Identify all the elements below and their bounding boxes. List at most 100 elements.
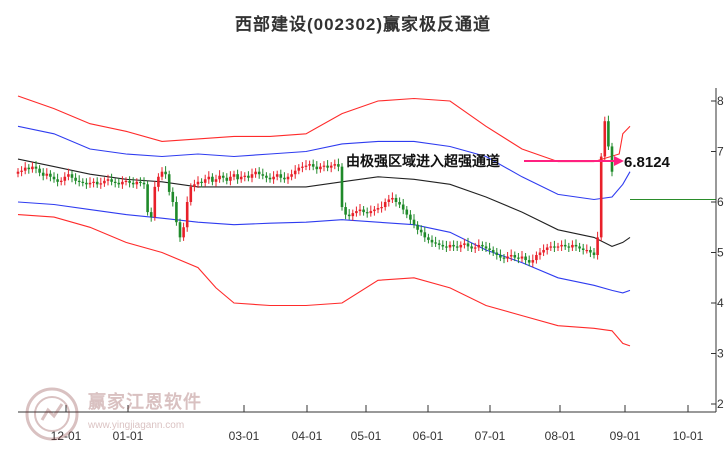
candle-body	[207, 176, 211, 180]
candle-body	[340, 166, 344, 208]
candle-body	[589, 249, 592, 253]
candle-body	[121, 181, 124, 185]
candle-body	[171, 191, 175, 202]
candle-body	[301, 166, 304, 168]
candle-body	[283, 177, 286, 180]
candle-body	[545, 247, 549, 250]
candle-body	[52, 176, 56, 180]
band-middle	[17, 158, 631, 247]
candle-body	[250, 174, 254, 178]
annotation-text: 由极强区域进入超强通道	[346, 153, 500, 169]
band-inner-lower	[17, 201, 631, 294]
candle-body	[520, 256, 524, 259]
candle-body	[355, 211, 358, 214]
candle-body	[265, 175, 268, 178]
candle-body	[67, 174, 70, 177]
candle-body	[185, 202, 189, 228]
candle-body	[193, 184, 196, 187]
candle-body	[380, 207, 383, 209]
candle-body	[527, 260, 531, 263]
y-tick-label: 7	[717, 145, 724, 159]
candle-body	[99, 183, 103, 185]
candle-body	[603, 121, 607, 157]
candle-body	[167, 174, 171, 192]
candle-body	[499, 255, 502, 258]
candle-body	[272, 176, 275, 180]
candle-body	[502, 257, 506, 259]
candle-body	[560, 244, 563, 247]
candle-body	[142, 182, 146, 185]
x-tick-label: 09-01	[610, 429, 641, 443]
watermark-name: 赢家江恩软件	[88, 392, 202, 412]
candle-body	[139, 181, 142, 183]
candle-body	[85, 182, 88, 185]
candle-body	[214, 179, 218, 182]
candle-body	[563, 244, 567, 247]
candle-body	[203, 179, 207, 183]
candle-body	[592, 252, 596, 256]
candle-body	[326, 165, 329, 168]
y-tick-label: 5	[717, 246, 724, 260]
candle-body	[279, 174, 283, 178]
candle-body	[391, 197, 394, 200]
candle-body	[535, 255, 538, 261]
candle-body	[200, 181, 203, 183]
candle-body	[495, 252, 499, 256]
candle-body	[135, 181, 139, 185]
candle-body	[452, 244, 455, 247]
candle-body	[398, 202, 401, 205]
candle-body	[113, 181, 117, 183]
x-tick-label: 06-01	[413, 429, 444, 443]
candle-body	[232, 174, 236, 177]
candle-body	[229, 176, 232, 181]
candle-body	[358, 209, 362, 212]
candle-body	[581, 248, 585, 250]
candle-body	[477, 244, 481, 248]
candle-body	[423, 232, 427, 238]
candle-body	[333, 164, 337, 166]
x-tick-label: 05-01	[351, 429, 382, 443]
candle-body	[488, 248, 491, 250]
candle-body	[344, 207, 347, 215]
candle-body	[225, 177, 229, 181]
candle-body	[146, 184, 149, 213]
candle-body	[373, 209, 376, 212]
candle-body	[409, 214, 412, 220]
candle-body	[376, 208, 380, 210]
candle-body	[257, 171, 261, 175]
candle-body	[38, 168, 41, 173]
candle-body	[556, 246, 560, 248]
candle-body	[473, 247, 477, 249]
candle-body	[531, 260, 535, 263]
candle-body	[49, 173, 52, 177]
candle-body	[160, 171, 164, 177]
candles	[16, 115, 614, 268]
candle-body	[70, 174, 74, 178]
candle-body	[157, 176, 160, 187]
candle-body	[441, 244, 445, 247]
candle-body	[347, 214, 351, 217]
candle-body	[311, 164, 315, 167]
candle-body	[27, 167, 31, 170]
candle-body	[268, 177, 272, 180]
candle-body	[178, 222, 182, 238]
candle-body	[553, 246, 556, 248]
candle-body	[81, 181, 85, 183]
candle-body	[297, 167, 301, 171]
candle-body	[365, 212, 369, 214]
candle-body	[416, 224, 419, 230]
candle-body	[542, 249, 545, 253]
y-tick-label: 4	[717, 296, 724, 310]
candle-body	[430, 239, 434, 243]
candle-body	[189, 186, 193, 202]
watermark-url: www.yingjiagann.com	[88, 420, 185, 431]
candle-body	[92, 181, 95, 183]
candle-body	[254, 171, 257, 175]
candle-body	[337, 164, 340, 167]
candle-body	[524, 256, 527, 261]
candle-body	[131, 182, 135, 185]
x-tick-label: 03-01	[229, 429, 260, 443]
candle-body	[45, 173, 49, 176]
candle-body	[401, 204, 405, 210]
